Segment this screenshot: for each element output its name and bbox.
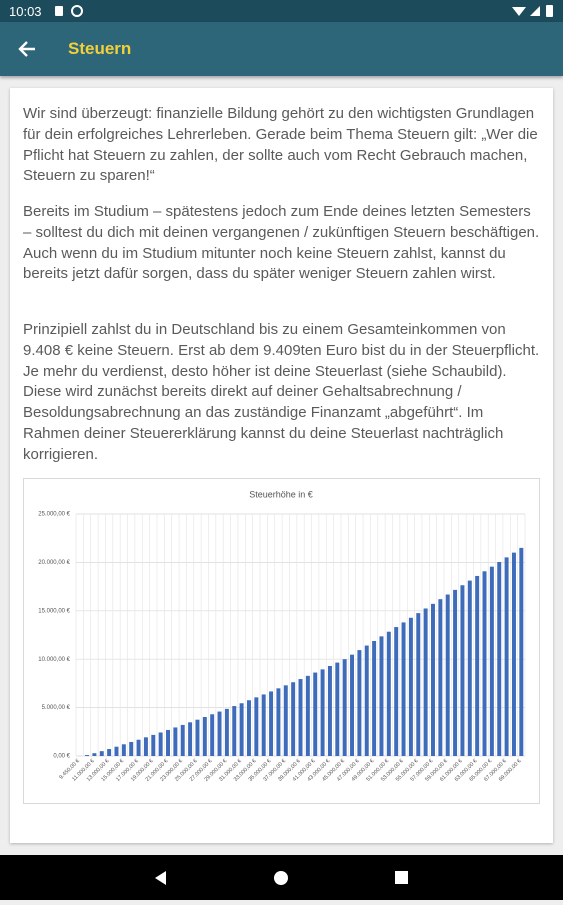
status-icons bbox=[0, 0, 563, 22]
paragraph: Bereits im Studium – spätestens jedoch z… bbox=[23, 202, 541, 285]
paragraph: Wir sind überzeugt: finanzielle Bildung … bbox=[23, 104, 541, 187]
bar bbox=[240, 703, 244, 756]
y-tick-label: 0,00 € bbox=[53, 754, 70, 760]
bar bbox=[181, 725, 185, 756]
bar bbox=[284, 685, 288, 756]
bar bbox=[335, 663, 339, 756]
bar bbox=[475, 576, 479, 756]
bar bbox=[350, 655, 354, 756]
bar bbox=[299, 679, 303, 756]
bar bbox=[159, 732, 163, 756]
bar bbox=[505, 557, 509, 756]
bar bbox=[394, 627, 398, 756]
bar bbox=[372, 641, 376, 756]
bar bbox=[424, 608, 428, 756]
bar bbox=[92, 753, 96, 756]
y-tick-label: 10.000,00 € bbox=[38, 657, 70, 663]
bar bbox=[100, 751, 104, 756]
bar bbox=[151, 735, 155, 756]
nav-buttons bbox=[0, 855, 563, 900]
y-tick-label: 20.000,00 € bbox=[38, 560, 70, 566]
bar bbox=[195, 720, 199, 756]
bar bbox=[446, 595, 450, 756]
chart-title: Steuerhöhe in € bbox=[249, 489, 313, 499]
bar bbox=[203, 717, 207, 756]
bar bbox=[173, 727, 177, 756]
bar bbox=[144, 737, 148, 756]
content-card: Wir sind überzeugt: finanzielle Bildung … bbox=[10, 88, 553, 843]
bar bbox=[483, 571, 487, 756]
nav-recents[interactable] bbox=[395, 871, 408, 884]
bar bbox=[114, 747, 118, 756]
bar bbox=[129, 742, 133, 756]
bar bbox=[453, 590, 457, 756]
back-button[interactable] bbox=[14, 35, 44, 65]
bar bbox=[306, 676, 310, 756]
bar bbox=[343, 659, 347, 756]
bar bbox=[512, 553, 516, 756]
bar bbox=[247, 700, 251, 756]
y-tick-label: 5.000,00 € bbox=[42, 705, 71, 711]
bar bbox=[232, 706, 236, 756]
bar bbox=[254, 697, 258, 756]
bar bbox=[85, 755, 89, 756]
bar bbox=[497, 562, 501, 756]
nav-back[interactable] bbox=[155, 871, 166, 885]
chart: Steuerhöhe in € 0,00 € 5.000,00 € 10.000,0… bbox=[23, 478, 540, 804]
bar bbox=[291, 682, 295, 756]
y-tick-label: 15.000,00 € bbox=[38, 608, 70, 614]
paragraph: Prinzipiell zahlst du in Deutschland bis… bbox=[23, 320, 541, 466]
bar bbox=[107, 749, 111, 756]
bar bbox=[431, 604, 435, 756]
bar bbox=[387, 632, 391, 756]
bar bbox=[357, 650, 361, 756]
bar bbox=[460, 585, 464, 756]
bar bbox=[519, 548, 523, 756]
bar bbox=[122, 744, 126, 756]
bar bbox=[225, 709, 229, 756]
status-bar: 10:03 bbox=[0, 0, 563, 22]
bar bbox=[365, 646, 369, 756]
bar bbox=[321, 669, 325, 756]
bar bbox=[438, 599, 442, 756]
nav-bar bbox=[0, 855, 563, 900]
bar bbox=[402, 622, 406, 756]
bar bbox=[188, 722, 192, 756]
bar bbox=[262, 694, 266, 756]
bar bbox=[416, 613, 420, 756]
bar bbox=[276, 688, 280, 756]
y-tick-label: 25.000,00 € bbox=[38, 512, 70, 518]
bar bbox=[313, 673, 317, 756]
bar bbox=[490, 567, 494, 756]
bar bbox=[218, 712, 222, 756]
bar bbox=[409, 618, 413, 756]
app-title: Steuern bbox=[68, 39, 131, 59]
bar bbox=[269, 691, 273, 756]
bar bbox=[137, 740, 141, 756]
bar bbox=[328, 666, 332, 756]
bar bbox=[379, 636, 383, 756]
bar bbox=[166, 730, 170, 756]
nav-home[interactable] bbox=[274, 871, 288, 885]
bar bbox=[210, 714, 214, 756]
bar bbox=[468, 581, 472, 756]
app-bar: Steuern bbox=[0, 22, 563, 76]
